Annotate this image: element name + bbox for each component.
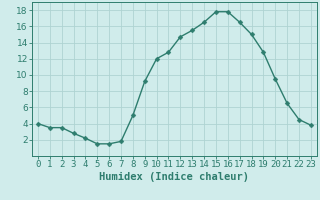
X-axis label: Humidex (Indice chaleur): Humidex (Indice chaleur) <box>100 172 249 182</box>
